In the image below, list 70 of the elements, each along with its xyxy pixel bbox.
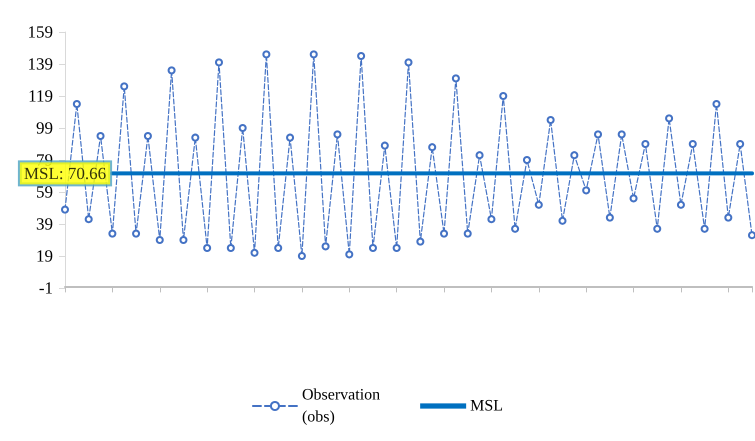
point [748,231,755,240]
point [618,130,626,138]
legend-label: MSL [470,398,504,414]
point [736,140,744,148]
y-tick-label: 39 [36,214,53,234]
point [238,124,247,132]
point [688,140,697,148]
point [357,52,366,60]
point [368,244,377,252]
y-tick-label: 19 [36,246,53,266]
point [676,200,685,209]
point [440,230,448,238]
point [179,236,188,244]
point [286,134,294,142]
y-tick-label: -1 [38,278,53,298]
point [310,50,318,58]
point [392,244,401,252]
point [144,132,152,140]
annotation: MSL: 70.66 [24,164,106,183]
point [156,236,164,244]
point [345,250,354,258]
y-tick-label: 139 [28,54,53,74]
point [487,215,496,224]
y-tick-label: 159 [28,22,53,42]
point [203,244,212,252]
point [274,244,282,252]
point [250,248,259,257]
point [191,134,200,142]
point [298,252,306,260]
point [582,186,590,194]
point [546,116,555,124]
point [168,66,176,74]
legend-label: Observation (obs) [302,386,380,426]
point [226,244,235,252]
y-tick-label: 59 [36,182,53,202]
point [61,206,69,214]
point [96,132,105,140]
point [404,58,412,66]
point [522,156,531,164]
point [534,200,543,209]
point [594,130,602,138]
point [570,151,578,160]
point [120,82,128,90]
point [499,92,508,100]
point [428,143,436,152]
point [416,238,424,246]
point [712,100,720,108]
point [511,224,520,233]
y-tick-label: 119 [28,86,53,106]
point [333,130,342,138]
point [108,230,116,238]
point [452,74,460,82]
point [665,114,674,122]
point [476,151,484,160]
point [84,215,93,224]
point [724,214,732,222]
point [132,230,140,238]
point [641,140,650,148]
point [700,224,709,233]
point [72,100,81,108]
point [214,58,223,66]
point [606,214,614,222]
point [630,194,638,202]
point [262,50,270,58]
point [380,142,389,150]
y-tick-label: 99 [36,118,53,138]
point [322,242,330,250]
point [558,216,566,225]
point [464,230,472,238]
point [653,224,662,233]
